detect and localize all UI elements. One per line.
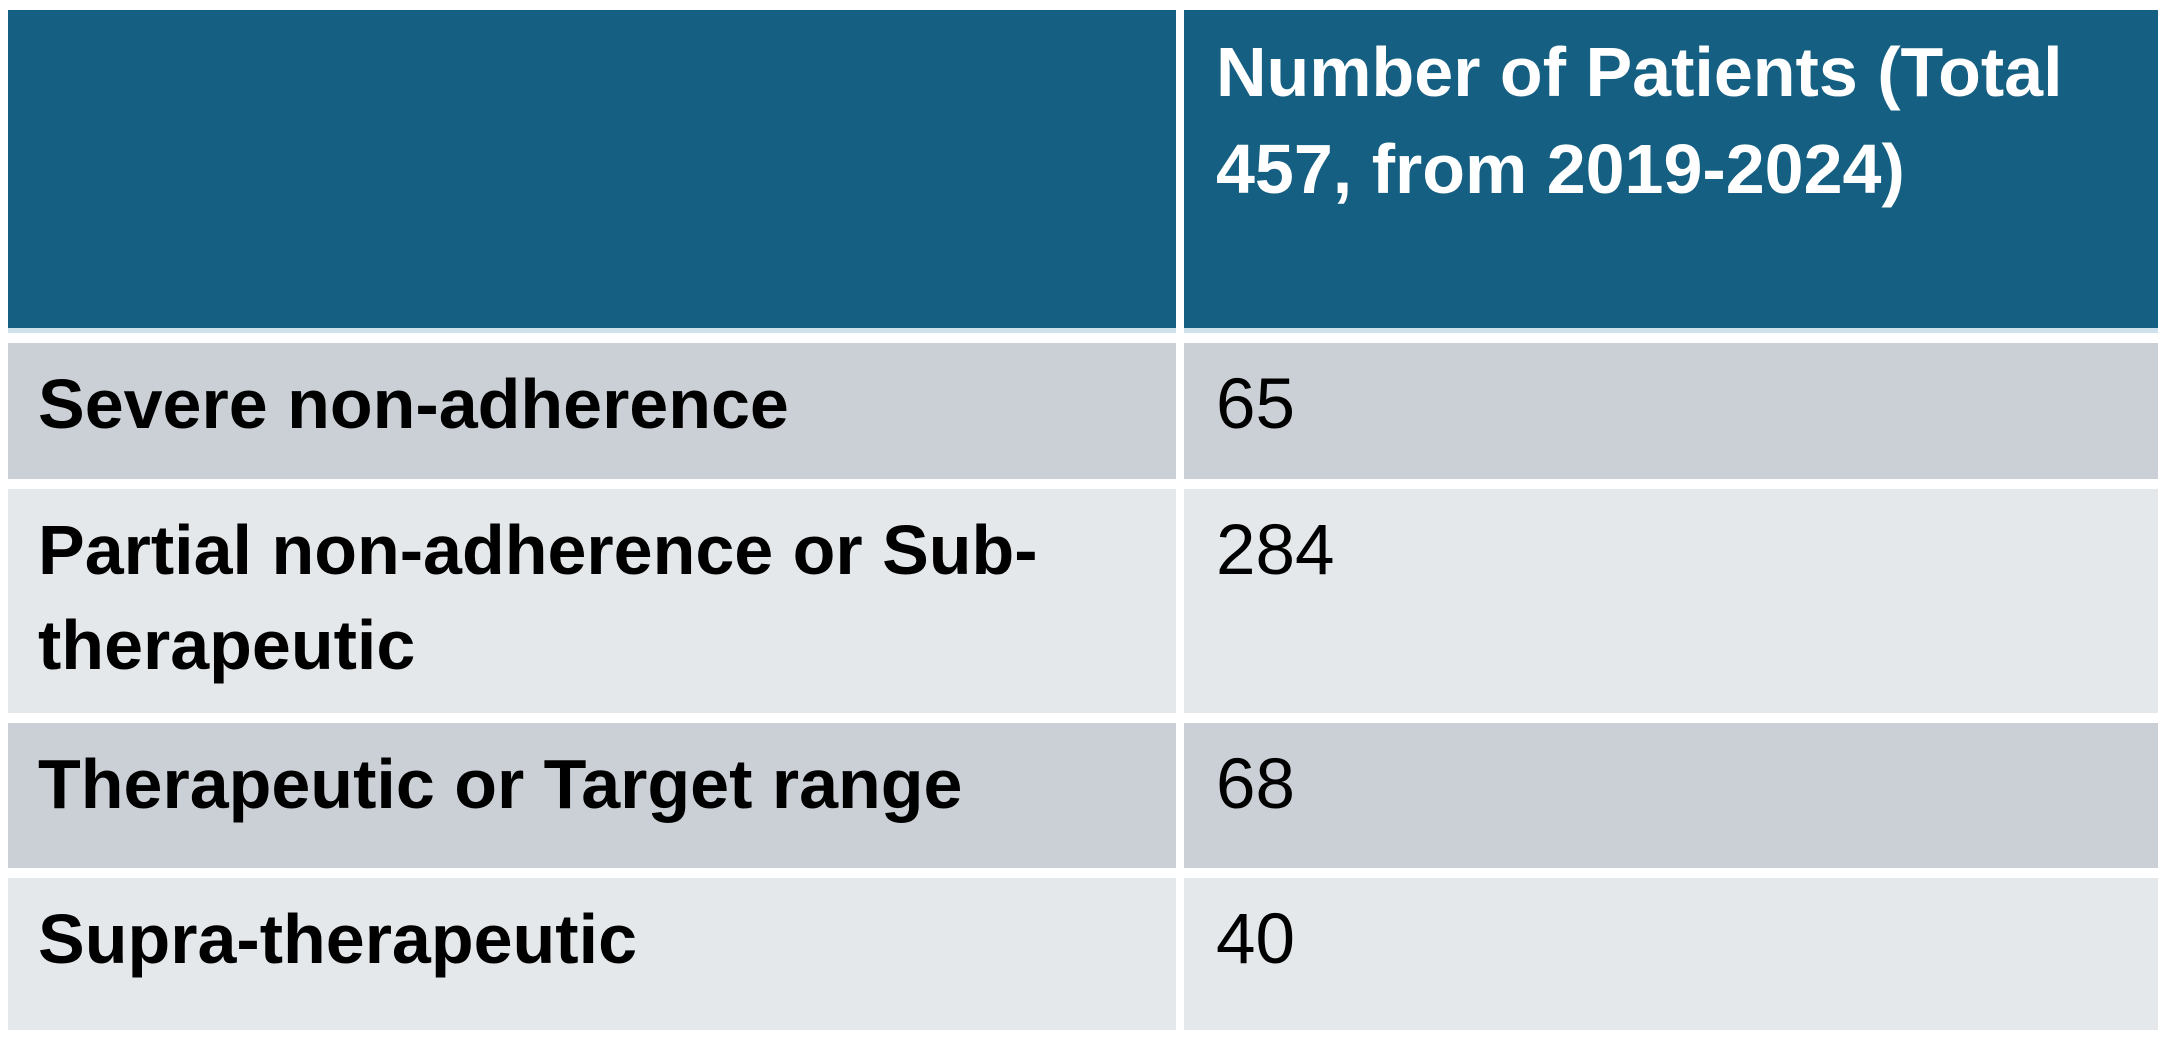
table-header-row: Number of Patients (Total 457, from 2019… [8,10,2158,333]
row-value-severe-non-adherence: 65 [1184,343,2158,479]
table-row: Partial non-adherence or Sub-therapeutic… [8,489,2158,713]
row-value-therapeutic-range: 68 [1184,723,2158,868]
row-label-partial-non-adherence: Partial non-adherence or Sub-therapeutic [8,489,1176,713]
row-label-supra-therapeutic: Supra-therapeutic [8,878,1176,1030]
header-cell-number-of-patients: Number of Patients (Total 457, from 2019… [1184,10,2158,333]
row-value-supra-therapeutic: 40 [1184,878,2158,1030]
table-row: Therapeutic or Target range 68 [8,723,2158,868]
row-label-therapeutic-range: Therapeutic or Target range [8,723,1176,868]
row-value-partial-non-adherence: 284 [1184,489,2158,713]
table-row: Severe non-adherence 65 [8,343,2158,479]
header-cell-category [8,10,1176,333]
row-label-severe-non-adherence: Severe non-adherence [8,343,1176,479]
table-row: Supra-therapeutic 40 [8,878,2158,1030]
